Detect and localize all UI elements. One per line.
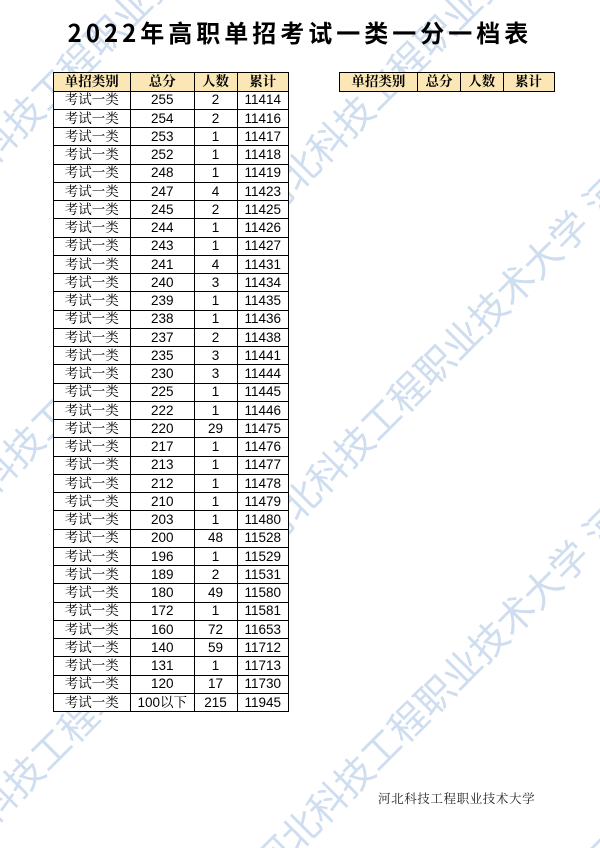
svg-text:河北科技工程职业技术大学: 河北科技工程职业技术大学 [239, 196, 600, 557]
